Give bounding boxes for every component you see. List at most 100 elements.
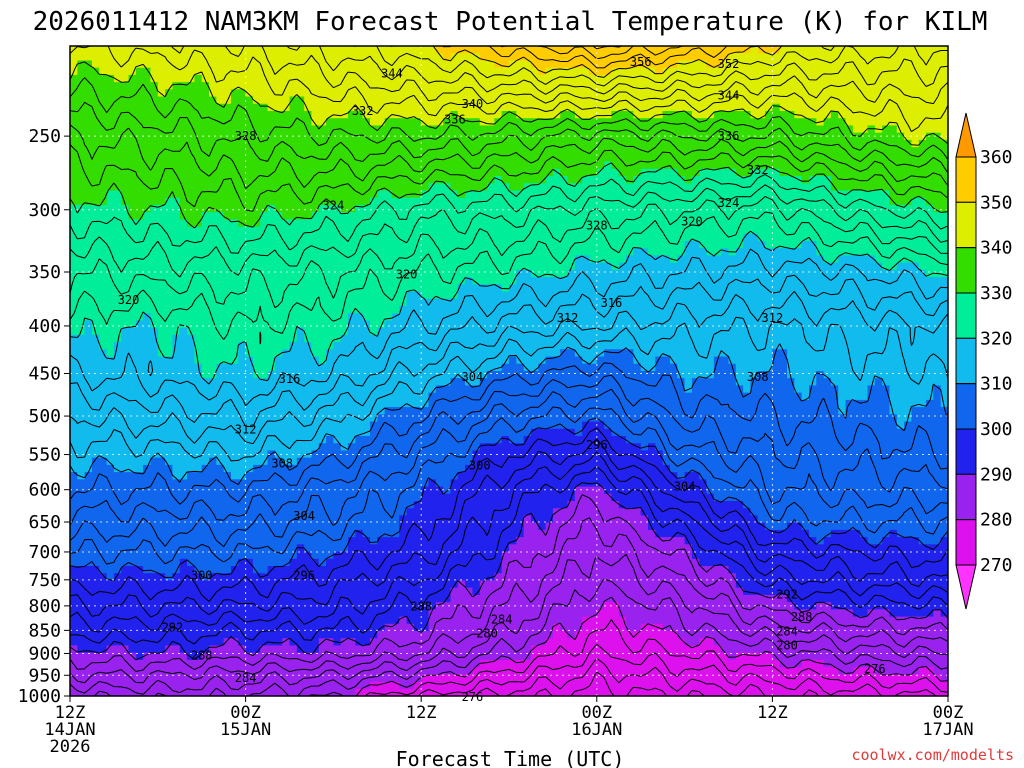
theta-cell: [633, 168, 642, 177]
theta-cell: [260, 320, 269, 329]
theta-cell: [691, 212, 700, 220]
theta-cell: [465, 118, 474, 127]
theta-cell: [918, 219, 927, 228]
theta-cell: [326, 147, 334, 155]
theta-cell: [618, 183, 627, 192]
theta-cell: [413, 291, 422, 300]
theta-cell: [933, 298, 942, 307]
theta-cell: [450, 67, 459, 76]
theta-cell: [516, 320, 525, 329]
theta-cell: [830, 248, 839, 257]
theta-cell: [750, 204, 759, 213]
theta-cell: [194, 248, 203, 257]
theta-cell: [574, 53, 583, 62]
theta-cell: [669, 291, 678, 300]
theta-cell: [750, 82, 759, 90]
theta-cell: [274, 125, 283, 134]
theta-cell: [567, 327, 576, 336]
theta-cell: [457, 241, 466, 249]
theta-cell: [384, 60, 393, 69]
theta-cell: [391, 219, 400, 228]
theta-cell: [479, 255, 488, 264]
theta-cell: [260, 313, 269, 322]
theta-cell: [135, 277, 144, 285]
theta-cell: [494, 197, 503, 206]
theta-cell: [340, 103, 349, 112]
theta-cell: [823, 327, 832, 336]
theta-cell: [311, 118, 320, 127]
theta-cell: [889, 161, 898, 170]
theta-cell: [823, 219, 832, 228]
theta-cell: [560, 74, 569, 83]
theta-cell: [530, 190, 539, 199]
theta-cell: [911, 327, 920, 336]
theta-cell: [399, 111, 408, 119]
theta-cell: [787, 248, 795, 257]
theta-cell: [252, 291, 261, 300]
theta-cell: [823, 139, 832, 148]
theta-cell: [355, 67, 364, 76]
theta-cell: [713, 298, 722, 307]
theta-cell: [772, 284, 781, 293]
theta-cell: [589, 147, 598, 155]
theta-cell: [267, 111, 276, 119]
theta-cell: [589, 327, 598, 336]
theta-cell: [238, 327, 247, 336]
theta-cell: [874, 96, 883, 105]
theta-cell: [604, 111, 613, 119]
theta-cell: [216, 262, 225, 271]
theta-cell: [84, 139, 93, 148]
theta-cell: [618, 327, 627, 336]
theta-cell: [830, 103, 839, 112]
theta-cell: [362, 89, 371, 98]
theta-cell: [487, 154, 495, 163]
theta-cell: [252, 313, 261, 322]
theta-cell: [743, 139, 752, 148]
theta-cell: [626, 284, 634, 293]
theta-cell: [245, 284, 254, 293]
theta-cell: [589, 183, 598, 192]
theta-cell: [128, 327, 137, 336]
theta-cell: [245, 233, 254, 242]
theta-cell: [743, 103, 752, 112]
theta-cell: [252, 190, 261, 199]
theta-cell: [838, 262, 847, 271]
theta-cell: [552, 139, 561, 148]
theta-cell: [260, 74, 269, 83]
theta-cell: [618, 313, 627, 322]
theta-cell: [918, 103, 927, 112]
theta-cell: [633, 327, 642, 336]
theta-cell: [582, 53, 591, 62]
theta-cell: [318, 89, 327, 98]
theta-cell: [274, 298, 283, 307]
theta-cell: [77, 118, 86, 127]
theta-cell: [384, 233, 393, 242]
theta-cell: [223, 103, 232, 112]
theta-cell: [684, 46, 693, 54]
theta-cell: [457, 46, 466, 54]
theta-cell: [494, 277, 503, 285]
theta-cell: [194, 103, 203, 112]
theta-cell: [530, 219, 539, 228]
theta-cell: [889, 291, 898, 300]
theta-cell: [362, 53, 371, 62]
theta-cell: [743, 154, 752, 163]
theta-cell: [435, 183, 444, 192]
theta-cell: [867, 147, 876, 155]
theta-cell: [845, 204, 854, 213]
theta-cell: [106, 53, 115, 62]
theta-cell: [852, 183, 861, 192]
theta-cell: [435, 284, 444, 293]
theta-cell: [209, 53, 217, 62]
theta-cell: [391, 248, 400, 257]
theta-cell: [787, 269, 795, 278]
theta-cell: [355, 284, 364, 293]
theta-cell: [618, 176, 627, 184]
theta-cell: [787, 298, 795, 307]
theta-cell: [377, 277, 386, 285]
theta-cell: [289, 46, 298, 54]
theta-cell: [501, 291, 510, 300]
theta-cell: [113, 74, 122, 83]
theta-cell: [691, 82, 700, 90]
theta-cell: [421, 53, 430, 62]
